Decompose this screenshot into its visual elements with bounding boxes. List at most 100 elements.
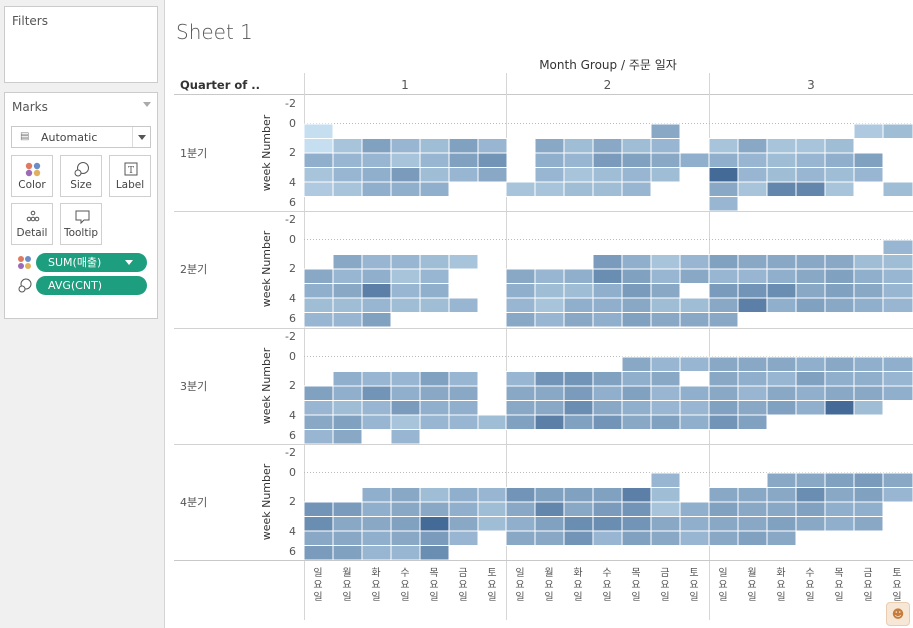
heatmap-cell bbox=[621, 414, 652, 430]
sum-sales-pill-label: SUM(매출) bbox=[48, 256, 102, 269]
color-button[interactable]: Color bbox=[11, 155, 53, 197]
weekday-label: 요 bbox=[573, 580, 582, 591]
weekday-label: 목 bbox=[631, 567, 640, 579]
heatmap-cell bbox=[650, 152, 681, 168]
mark-type-dropdown[interactable]: ▤ Automatic bbox=[11, 126, 151, 148]
heatmap-cell bbox=[766, 254, 797, 270]
heatmap-cell bbox=[795, 501, 826, 517]
heatmap-cell bbox=[448, 414, 479, 430]
heatmap-cell bbox=[853, 472, 884, 488]
y-tick-label: 0 bbox=[289, 466, 296, 479]
heatmap-cell bbox=[563, 501, 594, 517]
weekday-label: 목 bbox=[834, 567, 843, 579]
heatmap-cell bbox=[882, 181, 913, 197]
heatmap-cell bbox=[766, 385, 797, 401]
heatmap-cell bbox=[824, 167, 855, 183]
heatmap-cell bbox=[650, 268, 681, 284]
heatmap-cell bbox=[708, 414, 739, 430]
size-icon bbox=[74, 162, 89, 177]
label-button[interactable]: T Label bbox=[109, 155, 151, 197]
heatmap-cell bbox=[679, 414, 710, 430]
heatmap-cell bbox=[824, 181, 855, 197]
weekday-label: 요 bbox=[660, 580, 669, 591]
week-number-axis-title: week Number bbox=[260, 347, 273, 424]
heatmap-cell bbox=[853, 356, 884, 372]
heatmap-cell bbox=[592, 297, 623, 313]
heatmap-cell bbox=[332, 283, 363, 299]
weekday-label: 요 bbox=[429, 580, 438, 591]
weekday-label: 일 bbox=[458, 591, 467, 603]
heatmap-cell bbox=[390, 414, 421, 430]
y-tick-label: 4 bbox=[289, 525, 296, 538]
heatmap-cell bbox=[419, 283, 450, 299]
heatmap-cell bbox=[766, 472, 797, 488]
heatmap-cell bbox=[795, 167, 826, 183]
heatmap-cell bbox=[708, 196, 739, 212]
heatmap-cell bbox=[419, 530, 450, 546]
y-tick-label: 4 bbox=[289, 409, 296, 422]
heatmap-cell bbox=[448, 297, 479, 313]
heatmap-cell bbox=[505, 400, 536, 416]
heatmap-cell bbox=[795, 487, 826, 503]
heatmap-cell bbox=[390, 167, 421, 183]
heatmap-cell bbox=[332, 181, 363, 197]
heatmap-cell bbox=[737, 516, 768, 532]
heatmap-cell bbox=[795, 356, 826, 372]
heatmap-cell bbox=[332, 501, 363, 517]
heatmap-cell bbox=[303, 501, 334, 517]
heatmap-cell bbox=[708, 312, 739, 328]
heatmap-cell bbox=[303, 414, 334, 430]
heatmap-cell bbox=[824, 356, 855, 372]
heatmap-cell bbox=[592, 414, 623, 430]
heatmap-cell bbox=[853, 501, 884, 517]
heatmap-cell bbox=[563, 312, 594, 328]
avg-cnt-pill-label: AVG(CNT) bbox=[48, 279, 103, 292]
heatmap-cell bbox=[419, 400, 450, 416]
tooltip-button[interactable]: Tooltip bbox=[60, 203, 102, 245]
heatmap-cell bbox=[332, 530, 363, 546]
heatmap-cell bbox=[390, 501, 421, 517]
heatmap-cell bbox=[534, 371, 565, 387]
sheet-title: Sheet 1 bbox=[176, 20, 253, 44]
weekday-label: 일 bbox=[515, 567, 524, 579]
heatmap-cell bbox=[766, 181, 797, 197]
heatmap-cell bbox=[361, 371, 392, 387]
heatmap-cell bbox=[737, 254, 768, 270]
weekday-label: 일 bbox=[371, 591, 380, 603]
week-number-axis-title: week Number bbox=[260, 463, 273, 540]
heatmap-cell bbox=[505, 297, 536, 313]
heatmap-cell bbox=[534, 181, 565, 197]
heatmap-cell bbox=[361, 545, 392, 561]
heatmap-cell bbox=[477, 167, 508, 183]
heatmap-cell bbox=[361, 516, 392, 532]
chevron-down-icon[interactable] bbox=[125, 260, 133, 265]
heatmap-cell bbox=[766, 371, 797, 387]
avg-cnt-pill[interactable]: AVG(CNT) bbox=[36, 276, 147, 295]
weekday-label: 월 bbox=[747, 567, 756, 579]
weekday-label: 요 bbox=[458, 580, 467, 591]
heatmap-cell bbox=[303, 268, 334, 284]
heatmap-cell bbox=[390, 152, 421, 168]
size-button[interactable]: Size bbox=[60, 155, 102, 197]
heatmap-cell bbox=[361, 487, 392, 503]
sum-sales-pill[interactable]: SUM(매출) bbox=[36, 253, 147, 272]
heatmap-cell bbox=[824, 501, 855, 517]
heatmap-cell bbox=[592, 501, 623, 517]
weekday-label: 일 bbox=[573, 591, 582, 603]
heatmap-cell bbox=[419, 268, 450, 284]
marks-menu-arrow-icon[interactable] bbox=[143, 102, 151, 107]
filters-card[interactable]: Filters bbox=[4, 6, 158, 83]
detail-button[interactable]: Detail bbox=[11, 203, 53, 245]
heatmap-cell bbox=[361, 297, 392, 313]
weekday-label: 요 bbox=[776, 580, 785, 591]
heatmap-cell bbox=[650, 297, 681, 313]
heatmap-cell bbox=[505, 371, 536, 387]
heatmap-cell bbox=[737, 283, 768, 299]
heatmap-cell bbox=[650, 356, 681, 372]
chevron-down-icon[interactable] bbox=[132, 127, 150, 147]
heatmap-cell bbox=[448, 385, 479, 401]
heatmap-cell bbox=[824, 268, 855, 284]
heatmap-cell bbox=[534, 530, 565, 546]
heatmap-cell bbox=[708, 167, 739, 183]
month-group-label: 2 bbox=[604, 78, 612, 92]
